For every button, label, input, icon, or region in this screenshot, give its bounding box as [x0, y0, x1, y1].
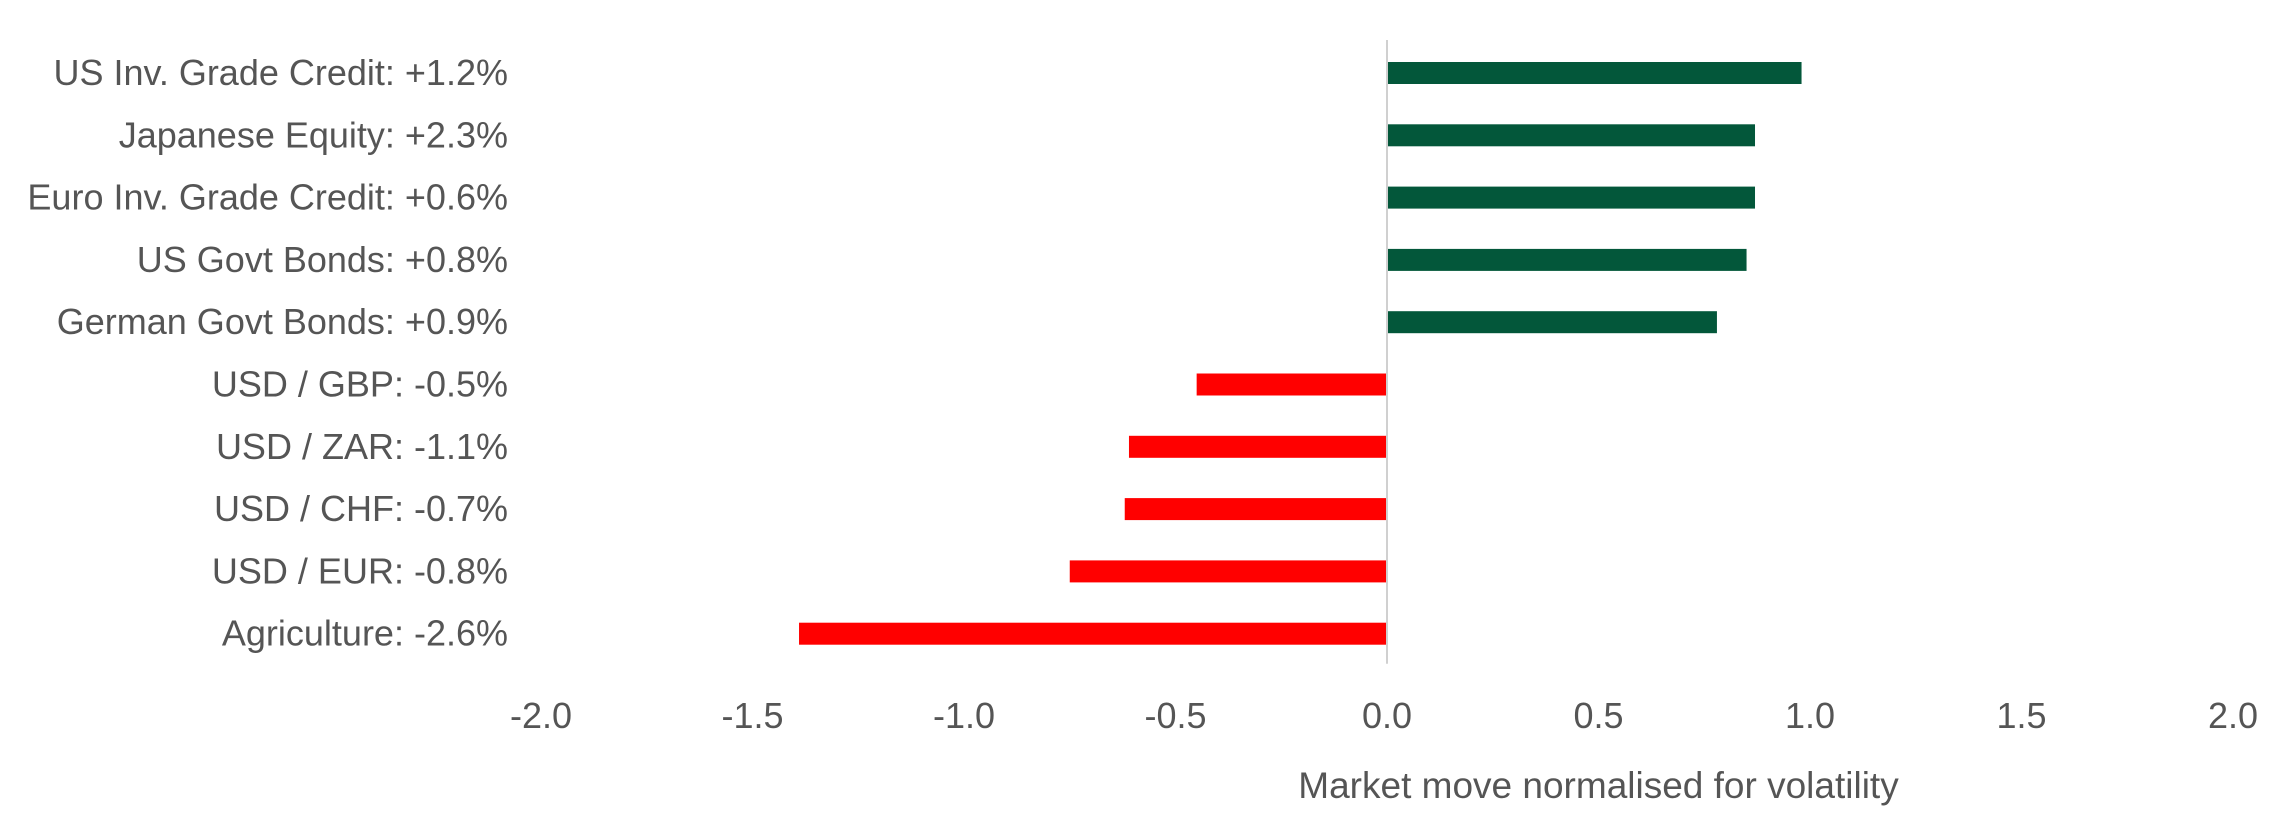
category-labels: US Inv. Grade Credit: +1.2% Japanese Equi…: [27, 52, 508, 654]
x-tick-label-1: -1.5: [721, 695, 783, 736]
bars-layer: [799, 62, 1802, 645]
category-label-2: Euro Inv. Grade Credit: +0.6%: [27, 177, 508, 218]
x-tick-label-0: -2.0: [510, 695, 572, 736]
x-tick-label-6: 1.0: [1785, 695, 1835, 736]
bar-4: [1387, 311, 1717, 334]
bar-0: [1387, 62, 1802, 84]
category-label-0: US Inv. Grade Credit: +1.2%: [53, 52, 508, 93]
bar-9: [799, 622, 1387, 645]
bar-8: [1069, 560, 1387, 583]
x-axis-title: Market move normalised for volatility: [1298, 765, 1899, 806]
x-tick-labels: -2.0 -1.5 -1.0 -0.5 0.0 0.5 1.0 1.5 2.0: [510, 695, 2258, 736]
bar-6: [1128, 435, 1387, 458]
category-label-8: USD / EUR: -0.8%: [212, 550, 508, 591]
category-label-6: USD / ZAR: -1.1%: [216, 426, 508, 467]
category-label-1: Japanese Equity: +2.3%: [119, 114, 508, 155]
category-label-7: USD / CHF: -0.7%: [214, 488, 508, 529]
x-tick-label-3: -0.5: [1144, 695, 1206, 736]
x-tick-label-5: 0.5: [1573, 695, 1623, 736]
x-tick-label-4: 0.0: [1362, 695, 1412, 736]
bar-3: [1387, 248, 1747, 271]
category-label-9: Agriculture: -2.6%: [222, 613, 508, 654]
category-label-4: German Govt Bonds: +0.9%: [57, 301, 508, 342]
bar-5: [1196, 373, 1387, 396]
bar-2: [1387, 186, 1756, 209]
bar-1: [1387, 124, 1756, 147]
x-tick-label-8: 2.0: [2208, 695, 2258, 736]
x-tick-label-2: -1.0: [933, 695, 995, 736]
bar-7: [1124, 498, 1387, 521]
category-label-5: USD / GBP: -0.5%: [212, 364, 508, 405]
x-tick-label-7: 1.5: [1996, 695, 2046, 736]
category-label-3: US Govt Bonds: +0.8%: [137, 239, 508, 280]
